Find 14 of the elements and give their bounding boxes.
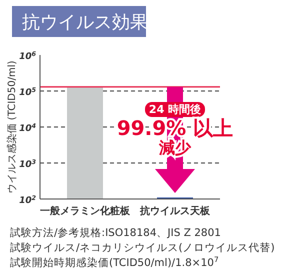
y-tick-label: 10$^{5}$ <box>19 86 37 98</box>
text: 試験ウイルス/ネコカリシウイルス(ノロウイルス代替) <box>10 241 275 254</box>
annotation: 減少 <box>158 138 192 157</box>
x-tick-label: 抗ウイルス天板 <box>139 205 211 217</box>
text: 試験開始時期感染価(TCID50/ml)/1.8×10$^{7}$ <box>10 254 219 269</box>
y-tick-label: 10$^{6}$ <box>19 50 37 62</box>
chart-title: 抗ウイルス効果 <box>22 12 148 33</box>
text: 試験方法/参考規格:ISO18184、JIS Z 2801 <box>10 226 221 239</box>
y-tick-label: 10$^{4}$ <box>19 122 36 134</box>
y-tick-label: 10$^{2}$ <box>19 194 37 206</box>
y-axis-title: ウイルス感染価 (TCID50/ml) <box>6 60 18 194</box>
x-tick-label: 一般メラミン化粧板 <box>40 205 131 217</box>
annotation: 24 時間後 <box>148 103 202 116</box>
y-tick-label: 10$^{3}$ <box>19 158 37 170</box>
